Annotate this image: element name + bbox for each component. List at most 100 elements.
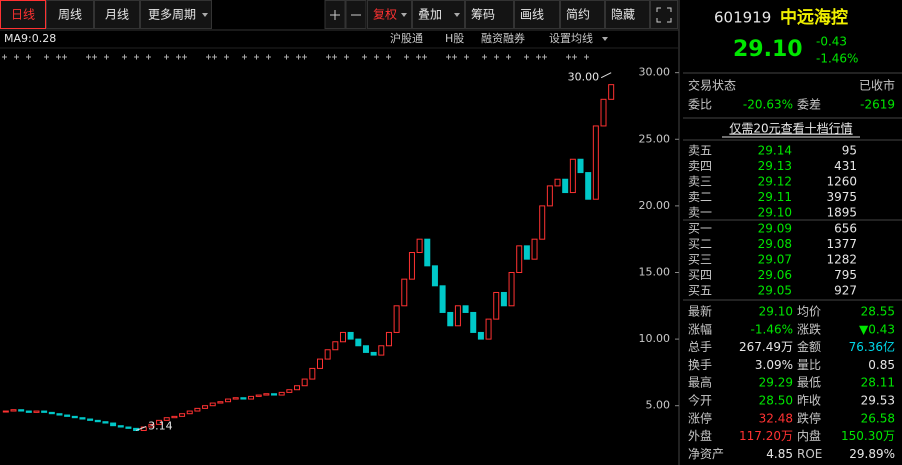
candle	[156, 419, 163, 425]
y-tick-label: 20.00	[639, 199, 671, 212]
y-tick-label: 25.00	[639, 132, 671, 145]
period-label[interactable]: 月线	[105, 8, 129, 22]
candle	[477, 331, 484, 340]
book-volume: 3975	[826, 190, 857, 204]
candle	[209, 402, 216, 407]
stat-value: 29.10	[759, 305, 793, 319]
stat-label: 总手	[688, 340, 712, 354]
ratio-label: 委比	[688, 98, 712, 112]
candle	[378, 345, 385, 356]
indicator-link[interactable]: 融资融券	[481, 31, 525, 45]
candle	[18, 409, 25, 412]
candle	[531, 238, 538, 260]
stat-label: 最高	[688, 375, 712, 390]
promo-link[interactable]: 仅需20元查看十档行情	[729, 122, 852, 136]
stat-value: 26.58	[861, 411, 895, 425]
period-button[interactable]	[140, 0, 212, 29]
book-price: 29.12	[758, 175, 792, 189]
event-marker	[56, 54, 61, 60]
candle	[94, 419, 101, 423]
candle	[339, 331, 346, 343]
candle	[462, 305, 469, 313]
event-marker	[302, 54, 307, 60]
event-marker	[374, 54, 379, 60]
candle	[546, 185, 553, 207]
tool-button[interactable]	[514, 0, 560, 29]
book-level: 买五	[688, 284, 712, 298]
period-label[interactable]: 周线	[58, 8, 82, 22]
indicator-link[interactable]: 设置均线	[549, 31, 593, 45]
stat-value: 117.20万	[739, 429, 793, 443]
stat-label: 净资产	[688, 447, 724, 461]
candle	[347, 331, 354, 340]
stat-value: 28.11	[861, 376, 895, 390]
event-marker	[206, 54, 211, 60]
candle	[56, 413, 63, 416]
period-button[interactable]	[0, 0, 46, 29]
event-marker	[86, 54, 91, 60]
candle	[401, 278, 408, 307]
book-price: 29.11	[758, 190, 792, 204]
candle	[454, 305, 461, 327]
candle	[102, 421, 109, 424]
tool-button[interactable]	[560, 0, 605, 29]
candle	[110, 422, 117, 427]
candle	[148, 423, 155, 428]
period-button[interactable]	[94, 0, 140, 29]
event-marker	[362, 54, 367, 60]
event-marker	[452, 54, 457, 60]
period-button[interactable]	[46, 0, 94, 29]
candle	[263, 393, 270, 396]
tool-label[interactable]: 隐藏	[611, 8, 635, 22]
candle	[64, 414, 71, 417]
tool-label[interactable]: 叠加	[418, 8, 442, 22]
price-change: -0.43	[816, 35, 847, 49]
candle	[393, 305, 400, 333]
event-marker	[572, 54, 577, 60]
book-price: 29.14	[758, 144, 792, 158]
stat-label: 昨收	[797, 394, 821, 408]
book-volume: 1282	[826, 253, 857, 267]
stat-label: 涨跌	[797, 321, 821, 336]
book-volume: 1377	[826, 237, 857, 251]
event-marker	[566, 54, 571, 60]
book-price: 29.10	[758, 206, 792, 220]
stat-value: 29.89%	[849, 447, 895, 461]
event-marker	[386, 54, 391, 60]
candle	[362, 345, 369, 353]
period-label[interactable]: 日线	[11, 8, 35, 22]
event-marker	[44, 54, 49, 60]
candle	[324, 349, 331, 360]
indicator-link[interactable]: H股	[445, 32, 464, 45]
dropdown-arrow	[202, 13, 208, 17]
candle	[485, 318, 492, 340]
min-annotation: 3.14	[148, 419, 173, 432]
stat-label: 换手	[688, 358, 712, 372]
y-tick-label: 5.00	[646, 399, 671, 412]
book-price: 29.08	[758, 237, 792, 251]
book-level: 卖二	[688, 190, 712, 204]
event-marker	[446, 54, 451, 60]
indicator-link[interactable]: 沪股通	[390, 31, 423, 45]
event-marker	[296, 54, 301, 60]
period-label[interactable]: 更多周期	[148, 8, 196, 22]
tool-label[interactable]: 复权	[373, 8, 397, 22]
stat-label: 量比	[797, 358, 821, 372]
tool-label[interactable]: 画线	[520, 8, 544, 22]
stat-value: 267.49万	[739, 340, 793, 354]
tool-button[interactable]	[605, 0, 650, 29]
candle	[255, 394, 262, 397]
y-tick-label: 15.00	[639, 265, 671, 278]
book-level: 买四	[688, 268, 712, 282]
y-tick-label: 10.00	[639, 332, 671, 345]
candle	[301, 378, 308, 387]
tool-button[interactable]	[465, 0, 514, 29]
tool-label[interactable]: 简约	[566, 7, 590, 22]
tool-label[interactable]: 筹码	[471, 8, 495, 22]
stat-label: 均价	[797, 305, 821, 319]
event-marker	[584, 54, 589, 60]
event-marker	[2, 54, 7, 60]
event-marker	[146, 54, 151, 60]
fullscreen-button[interactable]	[650, 0, 678, 29]
